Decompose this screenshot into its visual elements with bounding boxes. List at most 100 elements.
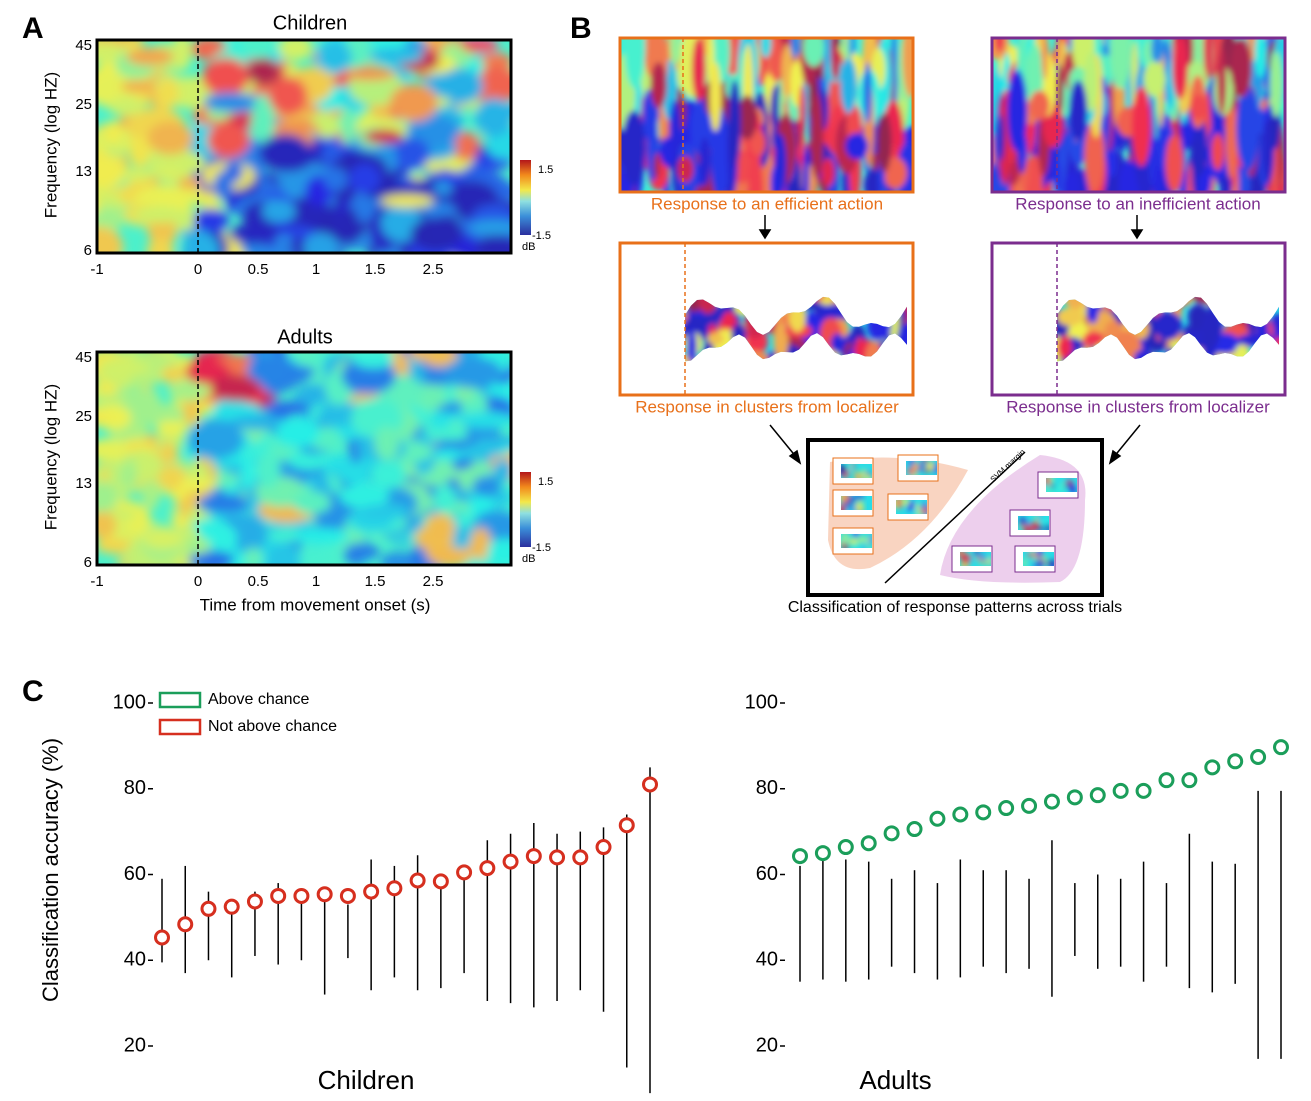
heatmap-blobs: [1023, 552, 1054, 566]
heatmap-blob: [845, 133, 869, 160]
heatmap-blob: [841, 534, 849, 542]
heatmap-blob: [371, 460, 406, 490]
heatmap-blob: [460, 40, 499, 52]
heatmap-blob: [128, 135, 151, 168]
data-point: [223, 898, 240, 915]
heatmap: [1023, 552, 1054, 566]
heatmap-blob: [132, 206, 187, 223]
y-tick-label: 13: [75, 163, 92, 180]
heatmap-blob: [240, 455, 257, 491]
heatmap-blob: [433, 180, 453, 196]
map-frame: [618, 241, 915, 397]
heatmap-blobs: [896, 500, 927, 514]
x-tick-label: 2.5: [423, 573, 444, 590]
heatmap-blob: [803, 38, 825, 67]
heatmap-blob: [1269, 51, 1283, 118]
y-tick-label: 80: [124, 777, 146, 799]
heatmap-blob: [341, 208, 359, 245]
heatmap-blob: [1056, 64, 1064, 117]
heatmap-blob: [395, 137, 431, 170]
heatmap-blob: [1027, 552, 1035, 557]
heatmap-blob: [802, 143, 810, 192]
heatmap-blob: [1035, 559, 1046, 566]
y-axis-label: Frequency (log HZ): [41, 72, 60, 218]
heatmap-blob: [960, 562, 969, 566]
heatmap-blob: [126, 47, 174, 66]
heatmap-blob: [1189, 94, 1207, 120]
heatmap-blob: [244, 547, 263, 565]
caption: Response in clusters from localizer: [1006, 397, 1270, 416]
data-point: [339, 887, 356, 904]
y-tick-label: 100: [745, 691, 778, 713]
heatmap-blob: [841, 496, 848, 502]
heatmap-blob: [182, 232, 220, 253]
heatmap-blob: [1069, 80, 1088, 142]
data-point: [1089, 787, 1106, 804]
heatmap-blob: [1019, 516, 1025, 527]
data-point: [814, 845, 831, 862]
heatmap-blob: [650, 62, 667, 109]
x-tick-label: 1.5: [365, 261, 386, 278]
heatmap-blob: [848, 501, 856, 510]
heatmap-blob: [1236, 86, 1260, 171]
heatmap-blob: [368, 47, 424, 65]
heatmap-blob: [653, 153, 660, 179]
data-point: [246, 893, 263, 910]
arrows: [758, 215, 1144, 465]
heatmap-blob: [1053, 486, 1062, 492]
heatmap-blob: [339, 483, 390, 509]
data-point: [316, 886, 333, 903]
heatmap-blob: [1217, 47, 1227, 115]
heatmap-blob: [472, 439, 504, 458]
heatmap-blob: [294, 352, 315, 366]
y-tick-label: 20: [756, 1034, 778, 1056]
heatmap-blob: [352, 352, 395, 369]
colorbar-label: -1.5: [532, 230, 551, 242]
heatmap-blob: [1107, 147, 1118, 178]
heatmap-blob: [380, 194, 434, 208]
heatmap-blob: [108, 97, 145, 116]
data-point: [363, 883, 380, 900]
y-tick-label: 20: [124, 1034, 146, 1056]
heatmap-blob: [262, 200, 296, 223]
heatmap-blob: [1041, 516, 1049, 525]
heatmap-blob: [669, 99, 682, 157]
heatmap-blob: [1045, 523, 1049, 530]
heatmap: [1018, 516, 1049, 530]
heatmap-blob: [157, 165, 183, 182]
colorbar-label: 1.5: [538, 164, 553, 176]
heatmap-blob: [97, 226, 123, 253]
heatmap-blob: [421, 427, 476, 441]
heatmap-blob: [324, 167, 348, 192]
heatmap-blob: [1057, 307, 1084, 326]
heatmap-blob: [877, 112, 892, 172]
heatmap-blob: [203, 92, 256, 112]
heatmap-blob: [229, 223, 278, 245]
heatmap: [841, 496, 872, 510]
x-tick-label: 1: [312, 573, 320, 590]
heatmap-blob: [1118, 159, 1138, 192]
heatmap-blob: [156, 76, 179, 110]
heatmap-blobs: [841, 464, 872, 478]
heatmap-blob: [425, 67, 484, 106]
heatmap-blob: [998, 114, 1005, 161]
heatmap-blob: [487, 538, 511, 563]
heatmap-blob: [303, 232, 339, 253]
heatmap-blob: [1131, 86, 1151, 167]
heatmap-blob: [1084, 51, 1098, 113]
data-point: [952, 806, 969, 823]
heatmap-blob: [1046, 484, 1052, 492]
svm-line: [884, 451, 1026, 584]
heatmap-blob: [424, 513, 456, 542]
colorbar: [520, 472, 531, 547]
heatmap-blob: [823, 38, 831, 99]
heatmap-blob: [196, 494, 249, 513]
heatmap-blob: [231, 514, 268, 553]
y-tick-label: 60: [756, 863, 778, 885]
data-point: [1043, 793, 1060, 810]
heatmap-blob: [769, 38, 783, 83]
y-tick-label: 45: [75, 349, 92, 366]
heatmap-blobs: [1046, 478, 1076, 492]
heatmap-blob: [374, 426, 400, 461]
heatmap-blob: [821, 158, 835, 187]
